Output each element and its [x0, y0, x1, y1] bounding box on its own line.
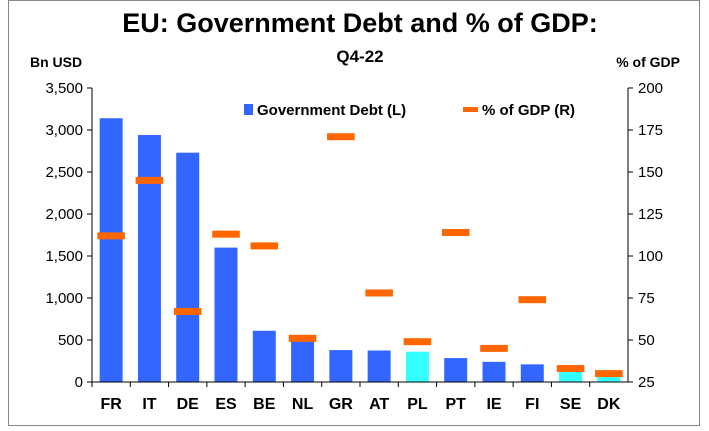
marker-pl — [403, 338, 432, 346]
legend-swatch-debt — [244, 104, 253, 115]
y-right-tick-label: 175 — [638, 122, 663, 139]
legend: Government Debt (L) % of GDP (R) — [244, 102, 575, 119]
marker-fr — [97, 232, 125, 240]
y-left-axis-label: Bn USD — [30, 54, 82, 70]
x-tick-label: IE — [486, 396, 501, 413]
x-tick-label: PL — [407, 396, 428, 413]
x-tick-label: FI — [525, 396, 539, 413]
outer-frame — [8, 0, 700, 426]
bar-ie — [482, 361, 506, 382]
bar-it — [137, 135, 161, 382]
marker-de — [173, 307, 202, 315]
bar-gr — [329, 350, 353, 382]
bar-nl — [291, 340, 315, 382]
bar-pt — [444, 358, 468, 382]
x-tick-label: FR — [100, 396, 122, 413]
marker-gr — [327, 133, 355, 141]
y-left-tick-label: 1,000 — [45, 290, 83, 307]
marker-ie — [480, 344, 508, 352]
marker-at — [365, 289, 393, 297]
bars — [99, 118, 621, 383]
y-right-tick-label: 25 — [638, 374, 655, 391]
x-tick-label: BE — [253, 396, 276, 413]
marker-fi — [518, 296, 547, 304]
y-left-tick-label: 3,000 — [45, 122, 83, 139]
x-tick-label: NL — [292, 396, 314, 413]
y-right-tick-label: 100 — [638, 248, 663, 265]
marker-dk — [595, 370, 623, 378]
bar-be — [252, 330, 276, 382]
x-tick-label: AT — [369, 396, 389, 413]
bar-fi — [520, 364, 544, 382]
bar-se — [559, 371, 583, 382]
y-left-tick-label: 2,000 — [45, 206, 83, 223]
bar-dk — [597, 376, 621, 382]
bar-at — [367, 350, 391, 382]
axis-ticks: 0 500 1,000 1,500 2,000 2,500 3,000 3,500 25 50 75… — [45, 80, 663, 391]
x-tick-label: ES — [215, 396, 237, 413]
x-tick-label: GR — [329, 396, 353, 413]
y-left-tick-label: 0 — [75, 374, 83, 391]
x-tick-label: IT — [142, 396, 156, 413]
marker-es — [212, 230, 240, 238]
marker-be — [250, 242, 279, 250]
x-tick-label: SE — [560, 396, 582, 413]
marker-se — [556, 365, 585, 373]
y-right-tick-label: 125 — [638, 206, 663, 223]
y-right-axis-label: % of GDP — [616, 54, 680, 70]
x-axis-labels: FR IT DE ES BE NL GR AT PL PT IE FI SE DK — [100, 396, 620, 413]
marker-it — [135, 176, 164, 184]
y-left-tick-label: 2,500 — [45, 164, 83, 181]
y-left-tick-label: 3,500 — [45, 80, 83, 97]
y-left-tick-label: 500 — [58, 332, 83, 349]
markers — [97, 133, 623, 378]
y-right-tick-label: 200 — [638, 80, 663, 97]
bar-es — [214, 247, 238, 382]
y-right-tick-label: 50 — [638, 332, 655, 349]
legend-label-debt: Government Debt (L) — [257, 102, 406, 119]
y-right-tick-label: 150 — [638, 164, 663, 181]
bar-fr — [99, 118, 123, 383]
bar-pl — [405, 351, 429, 382]
chart-subtitle: Q4-22 — [336, 47, 383, 66]
legend-swatch-gdp — [463, 107, 478, 112]
chart-title: EU: Government Debt and % of GDP: — [122, 8, 598, 38]
marker-nl — [288, 334, 317, 342]
y-left-tick-label: 1,500 — [45, 248, 83, 265]
x-tick-label: DK — [597, 396, 621, 413]
marker-pt — [441, 228, 470, 236]
legend-label-gdp: % of GDP (R) — [482, 102, 575, 119]
x-tick-label: PT — [445, 396, 466, 413]
axes — [91, 88, 629, 383]
x-tick-label: DE — [177, 396, 200, 413]
bar-de — [176, 152, 200, 382]
y-right-tick-label: 75 — [638, 290, 655, 307]
